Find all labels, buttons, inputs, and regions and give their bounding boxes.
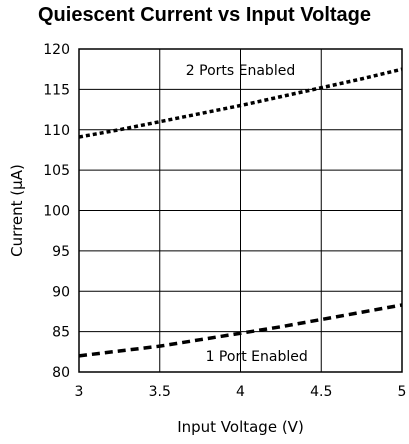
annotations: 2 Ports Enabled 1 Port Enabled xyxy=(186,63,308,365)
y-axis-title: Current (μA) xyxy=(8,164,26,257)
grid-lines xyxy=(79,49,402,372)
annotation-label: 2 Ports Enabled xyxy=(186,63,295,79)
x-tick-label: 4.5 xyxy=(310,384,332,400)
x-tick-label: 5 xyxy=(398,384,407,400)
x-tick-label: 3 xyxy=(75,384,84,400)
tick-labels: 3 3.5 4 4.5 5 80 85 90 95 100 105 110 115 120 xyxy=(43,42,406,400)
y-tick-label: 100 xyxy=(43,204,70,220)
x-tick-label: 4 xyxy=(236,384,245,400)
y-tick-label: 80 xyxy=(52,365,70,381)
y-tick-label: 120 xyxy=(43,42,70,58)
series-layer xyxy=(78,67,403,358)
y-tick-label: 105 xyxy=(43,163,70,179)
plot-frame xyxy=(78,48,403,373)
y-tick-label: 95 xyxy=(52,244,70,260)
y-tick-label: 110 xyxy=(43,123,70,139)
chart-title: Quiescent Current vs Input Voltage xyxy=(37,4,372,26)
y-tick-label: 85 xyxy=(52,325,70,341)
series-line-1-port-enabled xyxy=(78,303,403,358)
annotation-label: 1 Port Enabled xyxy=(206,349,308,365)
y-tick-label: 115 xyxy=(43,82,70,98)
y-tick-label: 90 xyxy=(52,284,70,300)
series-line-2-ports-enabled xyxy=(78,67,403,139)
x-axis-title: Input Voltage (V) xyxy=(177,418,304,436)
x-tick-label: 3.5 xyxy=(149,384,171,400)
